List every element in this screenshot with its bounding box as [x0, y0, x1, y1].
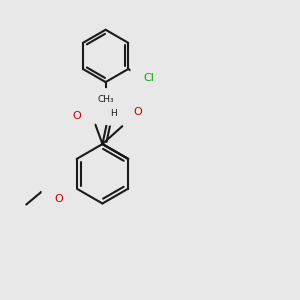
Text: O: O — [73, 111, 82, 121]
Text: Cl: Cl — [144, 73, 154, 83]
Text: H: H — [110, 110, 116, 118]
Text: CH₃: CH₃ — [98, 94, 115, 103]
Text: O: O — [134, 107, 142, 117]
Text: O: O — [55, 194, 64, 204]
Text: N: N — [101, 101, 110, 111]
